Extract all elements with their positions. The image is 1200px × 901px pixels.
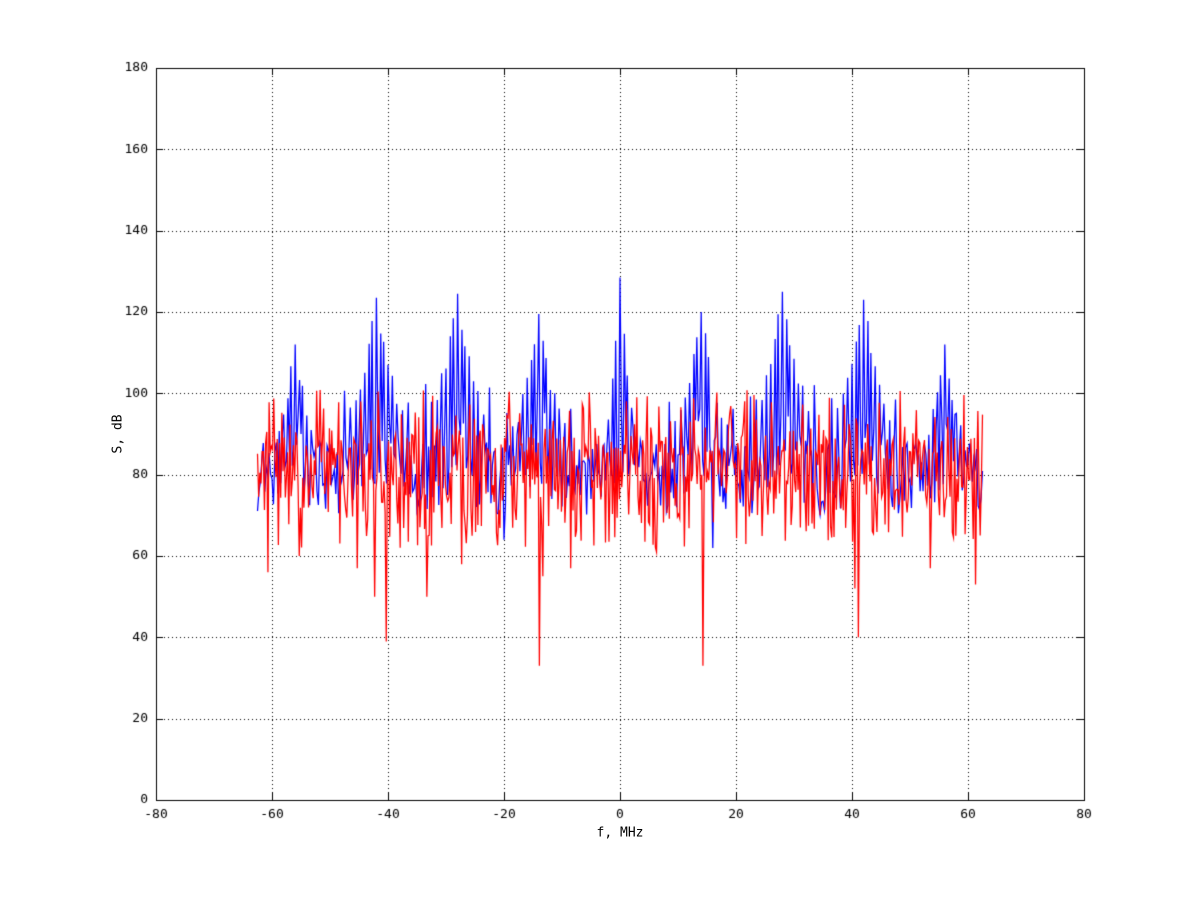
- x-axis-label: f, MHz: [596, 825, 644, 841]
- y-axis-label: S, dB: [110, 414, 126, 454]
